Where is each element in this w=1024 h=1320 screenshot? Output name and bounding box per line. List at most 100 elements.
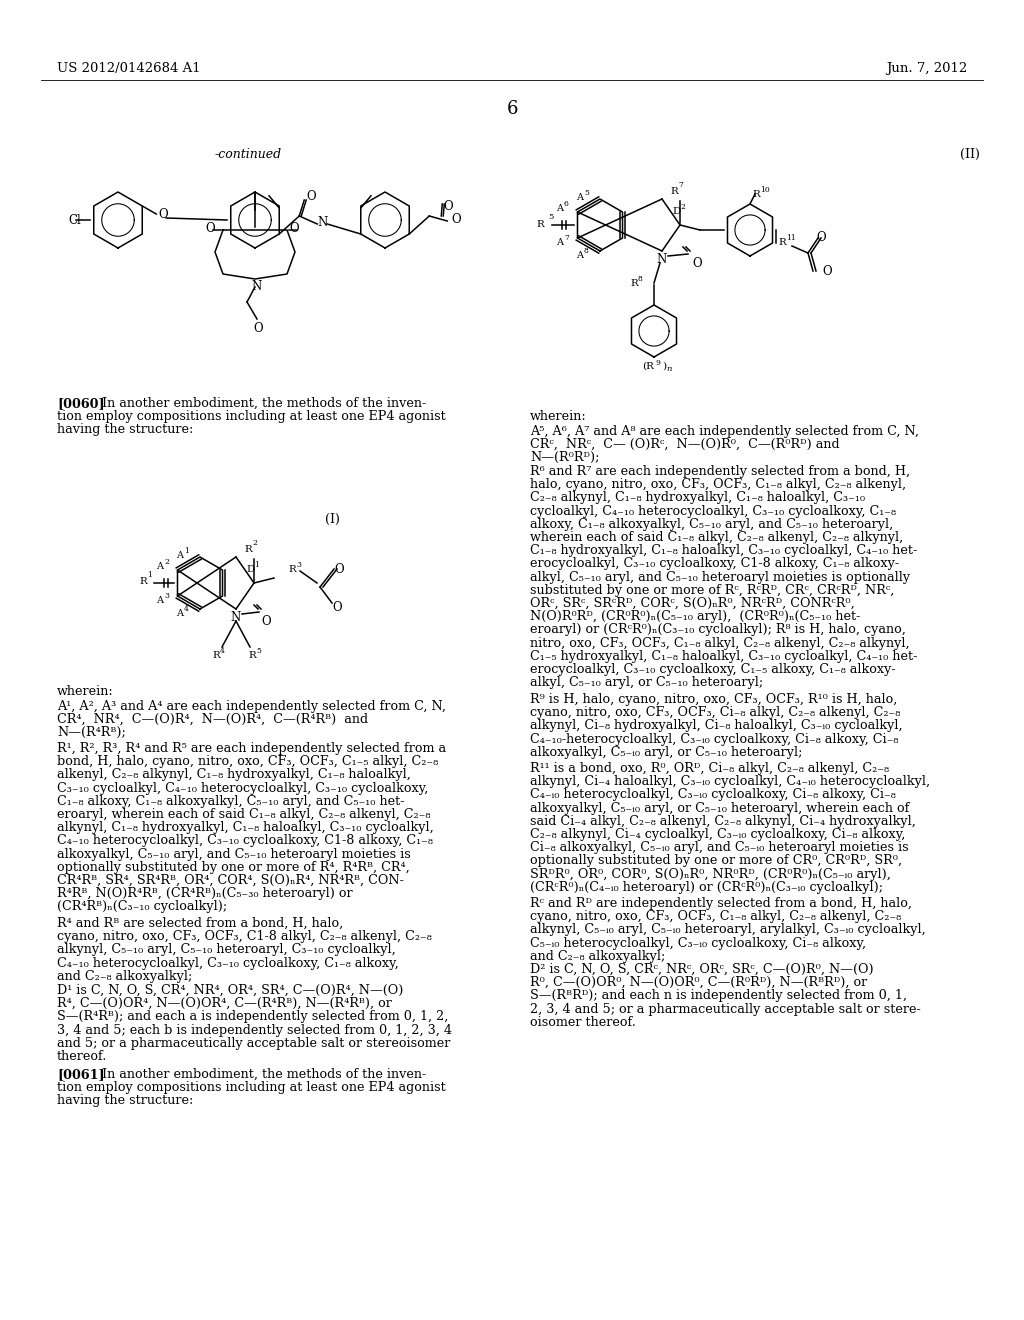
Text: R: R bbox=[288, 565, 296, 574]
Text: O: O bbox=[253, 322, 262, 335]
Text: In another embodiment, the methods of the inven-: In another embodiment, the methods of th… bbox=[102, 1068, 426, 1081]
Text: C₃₋₁₀ cycloalkyl, C₄₋₁₀ heterocycloalkyl, C₃₋₁₀ cycloalkoxy,: C₃₋₁₀ cycloalkyl, C₄₋₁₀ heterocycloalkyl… bbox=[57, 781, 428, 795]
Text: 2, 3, 4 and 5; or a pharmaceutically acceptable salt or stere-: 2, 3, 4 and 5; or a pharmaceutically acc… bbox=[530, 1003, 921, 1015]
Text: CRᶜ,  NRᶜ,  C— (O)Rᶜ,  N—(O)R⁰,  C—(R⁰Rᴰ) and: CRᶜ, NRᶜ, C— (O)Rᶜ, N—(O)R⁰, C—(R⁰Rᴰ) an… bbox=[530, 438, 840, 451]
Text: N: N bbox=[317, 216, 328, 228]
Text: O: O bbox=[816, 231, 825, 244]
Text: R: R bbox=[630, 279, 638, 288]
Text: erocycloalkyl, C₃₋₁₀ cycloalkoxy, C₁₋₅ alkoxy, C₁₋₈ alkoxy-: erocycloalkyl, C₃₋₁₀ cycloalkoxy, C₁₋₅ a… bbox=[530, 663, 896, 676]
Text: S—(RᴮRᴰ); and each n is independently selected from 0, 1,: S—(RᴮRᴰ); and each n is independently se… bbox=[530, 990, 907, 1002]
Text: cycloalkyl, C₄₋₁₀ heterocycloalkyl, C₃₋₁₀ cycloalkoxy, C₁₋₈: cycloalkyl, C₄₋₁₀ heterocycloalkyl, C₃₋₁… bbox=[530, 504, 896, 517]
Text: A: A bbox=[575, 251, 583, 260]
Text: wherein each of said C₁₋₈ alkyl, C₂₋₈ alkenyl, C₂₋₈ alkynyl,: wherein each of said C₁₋₈ alkyl, C₂₋₈ al… bbox=[530, 531, 903, 544]
Text: O: O bbox=[692, 257, 701, 271]
Text: wherein:: wherein: bbox=[57, 685, 114, 698]
Text: O: O bbox=[306, 190, 315, 203]
Text: 11: 11 bbox=[786, 234, 796, 242]
Text: A: A bbox=[556, 205, 563, 213]
Text: O: O bbox=[205, 222, 215, 235]
Text: R: R bbox=[536, 220, 544, 228]
Text: 8: 8 bbox=[638, 275, 643, 282]
Text: alkyl, C₅₋₁₀ aryl, and C₅₋₁₀ heteroaryl moieties is optionally: alkyl, C₅₋₁₀ aryl, and C₅₋₁₀ heteroaryl … bbox=[530, 570, 910, 583]
Text: ORᶜ, SRᶜ, SRᶜRᴰ, CORᶜ, S(O)ₙR⁰, NRᶜRᴰ, CONRᶜR⁰,: ORᶜ, SRᶜ, SRᶜRᴰ, CORᶜ, S(O)ₙR⁰, NRᶜRᴰ, C… bbox=[530, 597, 855, 610]
Text: alkyl, C₅₋₁₀ aryl, or C₅₋₁₀ heteroaryl;: alkyl, C₅₋₁₀ aryl, or C₅₋₁₀ heteroaryl; bbox=[530, 676, 763, 689]
Text: R: R bbox=[778, 238, 785, 247]
Text: halo, cyano, nitro, oxo, CF₃, OCF₃, C₁₋₈ alkyl, C₂₋₈ alkenyl,: halo, cyano, nitro, oxo, CF₃, OCF₃, C₁₋₈… bbox=[530, 478, 906, 491]
Text: and C₂₋₈ alkoxyalkyl;: and C₂₋₈ alkoxyalkyl; bbox=[530, 950, 666, 962]
Text: 3: 3 bbox=[164, 591, 169, 601]
Text: (R: (R bbox=[642, 362, 654, 371]
Text: C₄₋₁₀ heterocycloalkyl, C₃₋₁₀ cycloalkoxy, C1-8 alkoxy, C₁₋₈: C₄₋₁₀ heterocycloalkyl, C₃₋₁₀ cycloalkox… bbox=[57, 834, 433, 847]
Text: A⁵, A⁶, A⁷ and A⁸ are each independently selected from C, N,: A⁵, A⁶, A⁷ and A⁸ are each independently… bbox=[530, 425, 919, 438]
Text: O: O bbox=[332, 601, 342, 614]
Text: 3: 3 bbox=[296, 561, 301, 569]
Text: 1: 1 bbox=[254, 561, 259, 569]
Text: alkynyl, Ci₋₄ haloalkyl, C₃₋ᵢ₀ cycloalkyl, C₄₋ᵢ₀ heterocycloalkyl,: alkynyl, Ci₋₄ haloalkyl, C₃₋ᵢ₀ cycloalky… bbox=[530, 775, 930, 788]
Text: nitro, oxo, CF₃, OCF₃, C₁₋₈ alkyl, C₂₋₈ alkenyl, C₂₋₈ alkynyl,: nitro, oxo, CF₃, OCF₃, C₁₋₈ alkyl, C₂₋₈ … bbox=[530, 636, 909, 649]
Text: A: A bbox=[556, 238, 563, 247]
Text: (CRᶜR⁰)ₙ(C₄₋ᵢ₀ heteroaryl) or (CRᶜR⁰)ₙ(C₃₋ᵢ₀ cycloalkyl);: (CRᶜR⁰)ₙ(C₄₋ᵢ₀ heteroaryl) or (CRᶜR⁰)ₙ(C… bbox=[530, 880, 883, 894]
Text: N: N bbox=[251, 280, 261, 293]
Text: alkynyl, C₁₋₈ hydroxyalkyl, C₁₋₈ haloalkyl, C₃₋₁₀ cycloalkyl,: alkynyl, C₁₋₈ hydroxyalkyl, C₁₋₈ haloalk… bbox=[57, 821, 434, 834]
Text: 6: 6 bbox=[564, 201, 569, 209]
Text: C₂₋₈ alkynyl, C₁₋₈ hydroxyalkyl, C₁₋₈ haloalkyl, C₃₋₁₀: C₂₋₈ alkynyl, C₁₋₈ hydroxyalkyl, C₁₋₈ ha… bbox=[530, 491, 865, 504]
Text: R¹, R², R³, R⁴ and R⁵ are each independently selected from a: R¹, R², R³, R⁴ and R⁵ are each independe… bbox=[57, 742, 446, 755]
Text: R: R bbox=[212, 651, 220, 660]
Text: [0061]: [0061] bbox=[57, 1068, 104, 1081]
Text: alkoxy, C₁₋₈ alkoxyalkyl, C₅₋₁₀ aryl, and C₅₋₁₀ heteroaryl,: alkoxy, C₁₋₈ alkoxyalkyl, C₅₋₁₀ aryl, an… bbox=[530, 517, 893, 531]
Text: Jun. 7, 2012: Jun. 7, 2012 bbox=[886, 62, 967, 75]
Text: tion employ compositions including at least one EP4 agonist: tion employ compositions including at le… bbox=[57, 411, 445, 424]
Text: 5: 5 bbox=[256, 647, 261, 655]
Text: O: O bbox=[289, 222, 299, 235]
Text: C₄₋ᵢ₀ heterocycloalkyl, C₃₋ᵢ₀ cycloalkoxy, Ci₋₈ alkoxy, Ci₋₈: C₄₋ᵢ₀ heterocycloalkyl, C₃₋ᵢ₀ cycloalkox… bbox=[530, 788, 896, 801]
Text: ): ) bbox=[662, 362, 667, 371]
Text: 4: 4 bbox=[184, 605, 188, 612]
Text: 1: 1 bbox=[147, 572, 152, 579]
Text: and C₂₋₈ alkoxyalkyl;: and C₂₋₈ alkoxyalkyl; bbox=[57, 970, 193, 983]
Text: D: D bbox=[672, 207, 680, 216]
Text: alkynyl, C₅₋₁₀ aryl, C₅₋₁₀ heteroaryl, C₃₋₁₀ cycloalkyl,: alkynyl, C₅₋₁₀ aryl, C₅₋₁₀ heteroaryl, C… bbox=[57, 944, 395, 957]
Text: alkenyl, C₂₋₈ alkynyl, C₁₋₈ hydroxyalkyl, C₁₋₈ haloalkyl,: alkenyl, C₂₋₈ alkynyl, C₁₋₈ hydroxyalkyl… bbox=[57, 768, 411, 781]
Text: 6: 6 bbox=[506, 100, 518, 117]
Text: Ci₋₈ alkoxyalkyl, C₅₋ᵢ₀ aryl, and C₅₋ᵢ₀ heteroaryl moieties is: Ci₋₈ alkoxyalkyl, C₅₋ᵢ₀ aryl, and C₅₋ᵢ₀ … bbox=[530, 841, 908, 854]
Text: having the structure:: having the structure: bbox=[57, 424, 194, 437]
Text: alkoxyalkyl, C₅₋ᵢ₀ aryl, or C₅₋₁₀ heteroaryl, wherein each of: alkoxyalkyl, C₅₋ᵢ₀ aryl, or C₅₋₁₀ hetero… bbox=[530, 801, 909, 814]
Text: 7: 7 bbox=[564, 234, 569, 242]
Text: R¹¹ is a bond, oxo, R⁰, ORᴰ, Ci₋₈ alkyl, C₂₋₈ alkenyl, C₂₋₈: R¹¹ is a bond, oxo, R⁰, ORᴰ, Ci₋₈ alkyl,… bbox=[530, 762, 889, 775]
Text: optionally substituted by one or more of R⁴, R⁴Rᴮ, CR⁴,: optionally substituted by one or more of… bbox=[57, 861, 410, 874]
Text: A: A bbox=[156, 597, 163, 605]
Text: D: D bbox=[246, 565, 254, 574]
Text: alkynyl, C₅₋ᵢ₀ aryl, C₅₋ᵢ₀ heteroaryl, arylalkyl, C₃₋ᵢ₀ cycloalkyl,: alkynyl, C₅₋ᵢ₀ aryl, C₅₋ᵢ₀ heteroaryl, a… bbox=[530, 924, 926, 936]
Text: C₂₋₈ alkynyl, Ci₋₄ cycloalkyl, C₃₋ᵢ₀ cycloalkoxy, Ci₋₈ alkoxy,: C₂₋₈ alkynyl, Ci₋₄ cycloalkyl, C₃₋ᵢ₀ cyc… bbox=[530, 828, 905, 841]
Text: A: A bbox=[176, 550, 183, 560]
Text: 1: 1 bbox=[184, 546, 188, 554]
Text: R⁶ and R⁷ are each independently selected from a bond, H,: R⁶ and R⁷ are each independently selecte… bbox=[530, 465, 910, 478]
Text: A: A bbox=[176, 609, 183, 618]
Text: A: A bbox=[156, 562, 163, 572]
Text: bond, H, halo, cyano, nitro, oxo, CF₃, OCF₃, C₁₋₅ alkyl, C₂₋₈: bond, H, halo, cyano, nitro, oxo, CF₃, O… bbox=[57, 755, 438, 768]
Text: CR⁴,  NR⁴,  C—(O)R⁴,  N—(O)R⁴,  C—(R⁴Rᴮ)  and: CR⁴, NR⁴, C—(O)R⁴, N—(O)R⁴, C—(R⁴Rᴮ) and bbox=[57, 713, 368, 726]
Text: A¹, A², A³ and A⁴ are each independently selected from C, N,: A¹, A², A³ and A⁴ are each independently… bbox=[57, 700, 446, 713]
Text: S—(R⁴Rᴮ); and each a is independently selected from 0, 1, 2,: S—(R⁴Rᴮ); and each a is independently se… bbox=[57, 1010, 449, 1023]
Text: (CR⁴Rᴮ)ₙ(C₃₋₁₀ cycloalkyl);: (CR⁴Rᴮ)ₙ(C₃₋₁₀ cycloalkyl); bbox=[57, 900, 227, 913]
Text: [0060]: [0060] bbox=[57, 397, 104, 411]
Text: R: R bbox=[752, 190, 760, 199]
Text: (I): (I) bbox=[325, 513, 340, 525]
Text: 2: 2 bbox=[680, 203, 685, 211]
Text: C₁₋₅ hydroxyalkyl, C₁₋₈ haloalkyl, C₃₋₁₀ cycloalkyl, C₄₋₁₀ het-: C₁₋₅ hydroxyalkyl, C₁₋₈ haloalkyl, C₃₋₁₀… bbox=[530, 649, 918, 663]
Text: eroaryl) or (CRᶜR⁰)ₙ(C₃₋₁₀ cycloalkyl); R⁸ is H, halo, cyano,: eroaryl) or (CRᶜR⁰)ₙ(C₃₋₁₀ cycloalkyl); … bbox=[530, 623, 906, 636]
Text: O: O bbox=[334, 564, 344, 576]
Text: alkynyl, Ci₋₈ hydroxyalkyl, Ci₋₈ haloalkyl, C₃₋ᵢ₀ cycloalkyl,: alkynyl, Ci₋₈ hydroxyalkyl, Ci₋₈ haloalk… bbox=[530, 719, 902, 733]
Text: N—(R⁴Rᴮ);: N—(R⁴Rᴮ); bbox=[57, 726, 126, 739]
Text: Rᶜ and Rᴰ are independently selected from a bond, H, halo,: Rᶜ and Rᴰ are independently selected fro… bbox=[530, 898, 912, 909]
Text: In another embodiment, the methods of the inven-: In another embodiment, the methods of th… bbox=[102, 397, 426, 411]
Text: erocycloalkyl, C₃₋₁₀ cycloalkoxy, C1-8 alkoxy, C₁₋₈ alkoxy-: erocycloalkyl, C₃₋₁₀ cycloalkoxy, C1-8 a… bbox=[530, 557, 899, 570]
Text: N—(R⁰Rᴰ);: N—(R⁰Rᴰ); bbox=[530, 451, 599, 465]
Text: N: N bbox=[656, 253, 667, 267]
Text: R⁴ and Rᴮ are selected from a bond, H, halo,: R⁴ and Rᴮ are selected from a bond, H, h… bbox=[57, 917, 343, 931]
Text: O: O bbox=[822, 265, 831, 279]
Text: 2: 2 bbox=[164, 558, 169, 566]
Text: C₅₋ᵢ₀ heterocycloalkyl, C₃₋ᵢ₀ cycloalkoxy, Ci₋₈ alkoxy,: C₅₋ᵢ₀ heterocycloalkyl, C₃₋ᵢ₀ cycloalkox… bbox=[530, 937, 866, 949]
Text: N: N bbox=[230, 611, 241, 624]
Text: R: R bbox=[248, 651, 256, 660]
